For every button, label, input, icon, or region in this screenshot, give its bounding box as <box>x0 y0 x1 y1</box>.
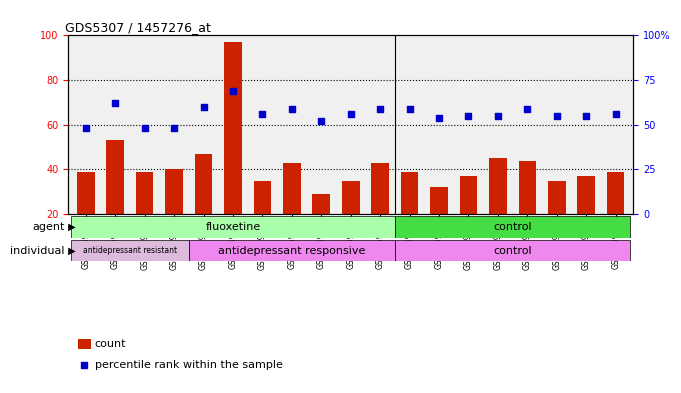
Bar <box>283 163 301 214</box>
Bar <box>71 216 395 238</box>
Text: individual: individual <box>10 246 65 255</box>
Text: antidepressant resistant: antidepressant resistant <box>83 246 177 255</box>
Bar <box>460 176 477 214</box>
Bar <box>71 240 189 261</box>
Point <box>375 106 385 112</box>
Bar <box>253 181 271 214</box>
Bar <box>189 240 395 261</box>
Point <box>198 104 209 110</box>
Bar <box>489 158 507 214</box>
Text: GDS5307 / 1457276_at: GDS5307 / 1457276_at <box>65 21 211 34</box>
Bar <box>400 172 418 214</box>
Point <box>492 113 503 119</box>
Bar <box>395 240 631 261</box>
Point <box>227 88 238 94</box>
Bar <box>106 140 124 214</box>
Point <box>610 111 621 117</box>
Text: percentile rank within the sample: percentile rank within the sample <box>95 360 283 371</box>
Bar <box>78 339 91 349</box>
Text: control: control <box>493 222 532 232</box>
Bar <box>77 172 95 214</box>
Point <box>404 106 415 112</box>
Point <box>80 125 91 132</box>
Text: control: control <box>493 246 532 255</box>
Point <box>257 111 268 117</box>
Bar <box>577 176 595 214</box>
Bar <box>548 181 566 214</box>
Point <box>522 106 533 112</box>
Text: ▶: ▶ <box>65 222 76 232</box>
Bar <box>313 194 330 214</box>
Bar <box>518 160 536 214</box>
Bar <box>224 42 242 214</box>
Point <box>345 111 356 117</box>
Point <box>79 362 90 369</box>
Point <box>287 106 298 112</box>
Point <box>139 125 150 132</box>
Point <box>169 125 180 132</box>
Text: agent: agent <box>32 222 65 232</box>
Text: antidepressant responsive: antidepressant responsive <box>218 246 366 255</box>
Bar <box>136 172 153 214</box>
Point <box>316 118 327 124</box>
Point <box>552 113 563 119</box>
Bar <box>165 169 183 214</box>
Bar <box>342 181 360 214</box>
Bar <box>430 187 448 214</box>
Text: ▶: ▶ <box>65 246 76 255</box>
Bar <box>395 216 631 238</box>
Bar <box>607 172 624 214</box>
Point <box>434 114 445 121</box>
Point <box>581 113 592 119</box>
Text: count: count <box>95 339 126 349</box>
Point <box>110 100 121 107</box>
Bar <box>371 163 389 214</box>
Text: fluoxetine: fluoxetine <box>206 222 261 232</box>
Bar <box>195 154 212 214</box>
Point <box>463 113 474 119</box>
